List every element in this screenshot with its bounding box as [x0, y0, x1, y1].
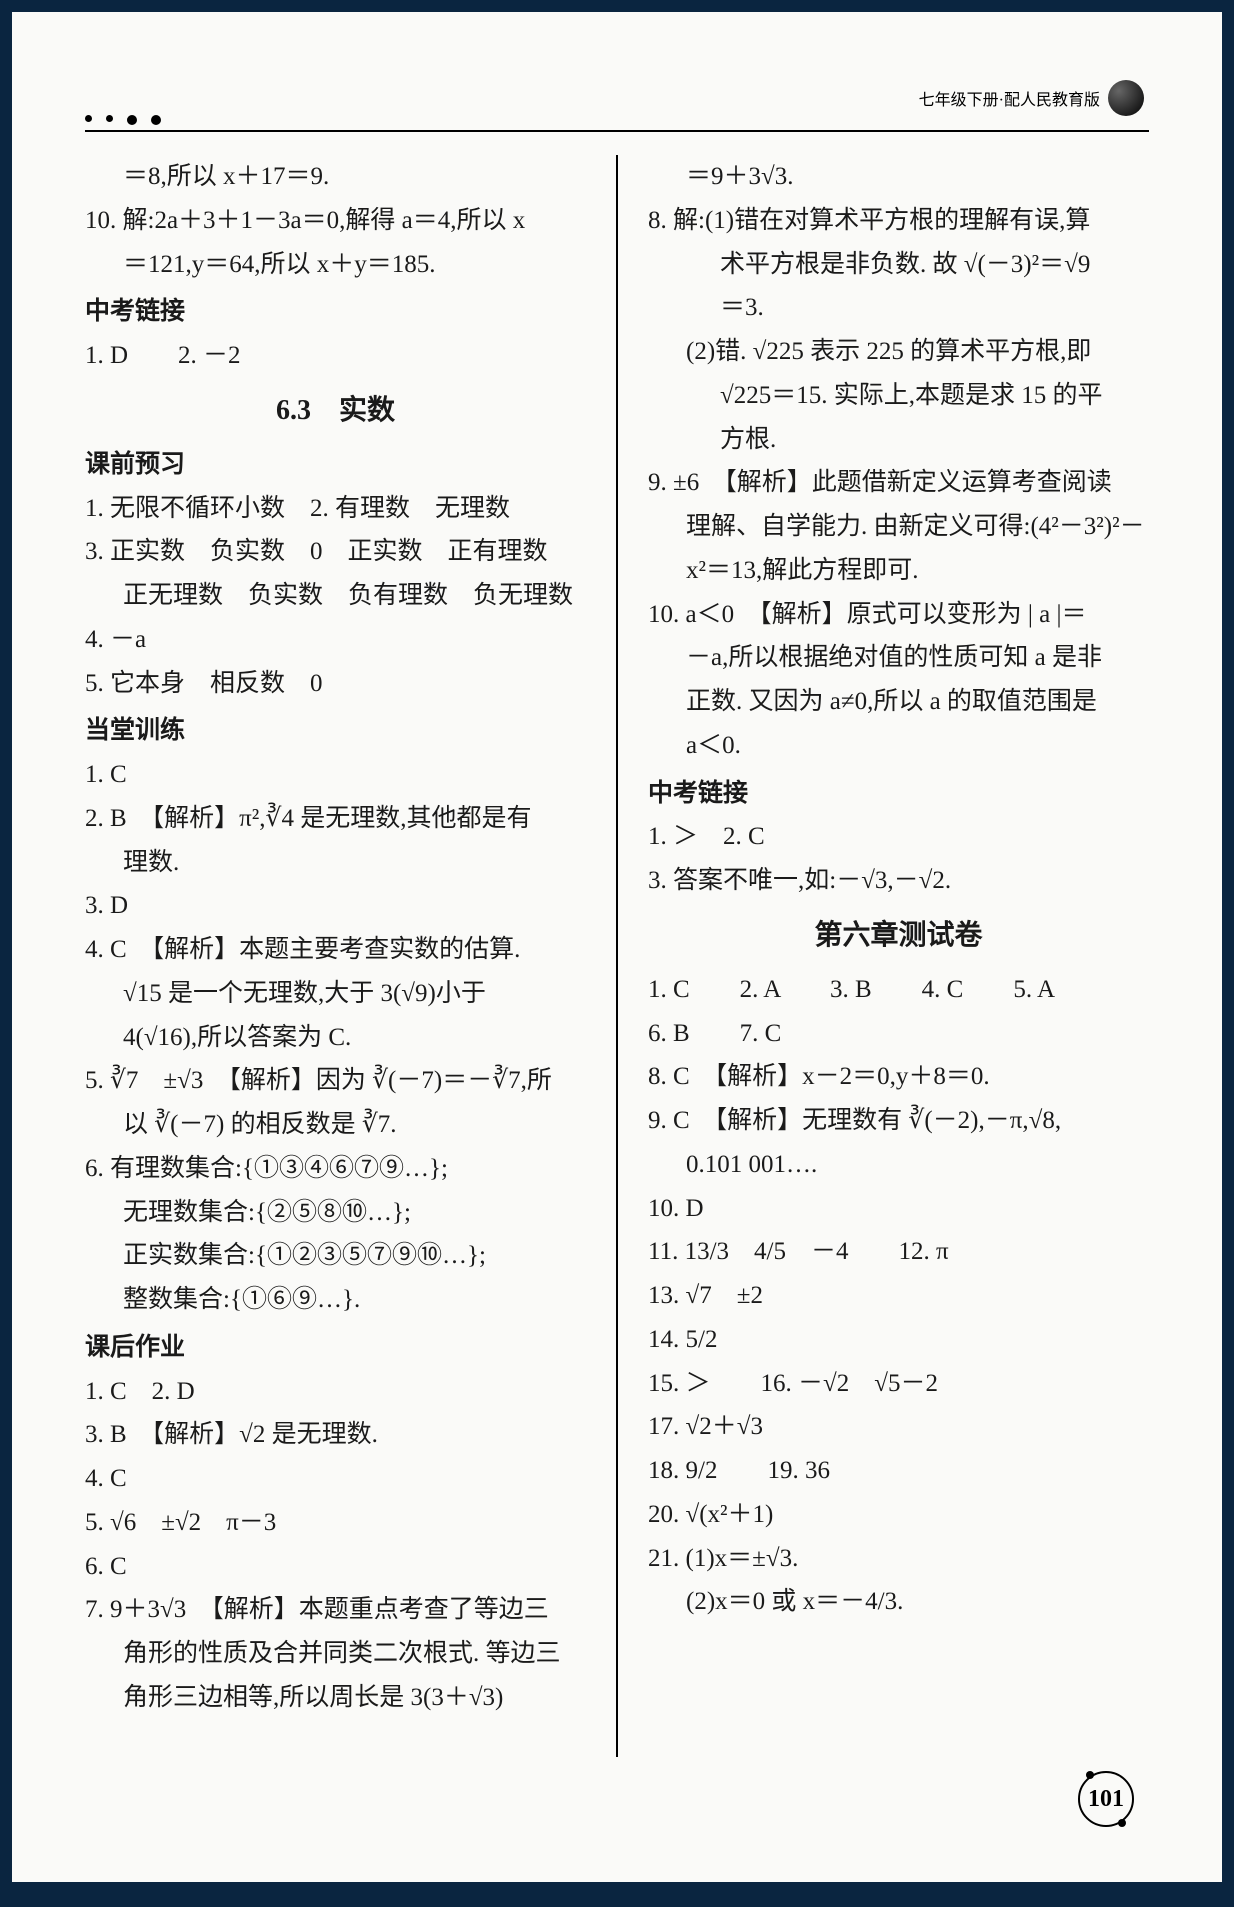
text-line: x²＝13,解此方程即可. — [648, 549, 1149, 593]
text-line: 理数. — [85, 841, 586, 885]
page-header: 七年级下册·配人民教育版 — [919, 80, 1144, 116]
text-line: 5. ∛7 ±√3 【解析】因为 ∛(－7)＝－∛7,所 — [85, 1059, 586, 1103]
text-line: 10. a＜0 【解析】原式可以变形为 | a |＝ — [648, 593, 1149, 637]
text-line: 14. 5/2 — [648, 1318, 1149, 1362]
text-line: －a,所以根据绝对值的性质可知 a 是非 — [648, 636, 1149, 680]
text-line: 0.101 001…. — [648, 1143, 1149, 1187]
text-line: 9. C 【解析】无理数有 ∛(－2),－π,√8, — [648, 1099, 1149, 1143]
left-column: ＝8,所以 x＋17＝9.10. 解:2a＋3＋1－3a＝0,解得 a＝4,所以… — [85, 155, 586, 1757]
text-line: 术平方根是非负数. 故 √(－3)²＝√9 — [648, 243, 1149, 287]
dot-icon — [85, 115, 92, 122]
text-line: 3. D — [85, 884, 586, 928]
text-line: 角形的性质及合并同类二次根式. 等边三 — [85, 1632, 586, 1676]
text-line: 无理数集合:{②⑤⑧⑩…}; — [85, 1191, 586, 1235]
text-line: 正无理数 负实数 负有理数 负无理数 — [85, 574, 586, 618]
right-column: ＝9＋3√3.8. 解:(1)错在对算术平方根的理解有误,算术平方根是非负数. … — [648, 155, 1149, 1757]
text-line: 21. (1)x＝±√3. — [648, 1537, 1149, 1581]
text-line: 课后作业 — [85, 1326, 586, 1370]
text-line: 15. ＞ 16. －√2 √5－2 — [648, 1362, 1149, 1406]
text-line: 角形三边相等,所以周长是 3(3＋√3) — [85, 1676, 586, 1720]
text-line: 1. C 2. A 3. B 4. C 5. A — [648, 968, 1149, 1012]
text-line: 6. C — [85, 1545, 586, 1589]
text-line: (2)x＝0 或 x＝－4/3. — [648, 1580, 1149, 1624]
text-line: 方根. — [648, 418, 1149, 462]
text-line: √15 是一个无理数,大于 3(√9)小于 — [85, 972, 586, 1016]
dot-icon — [106, 115, 113, 122]
text-line: 3. 正实数 负实数 0 正实数 正有理数 — [85, 530, 586, 574]
text-line: 5. 它本身 相反数 0 — [85, 662, 586, 706]
text-line: 6. 有理数集合:{①③④⑥⑦⑨…}; — [85, 1147, 586, 1191]
text-line: 20. √(x²＋1) — [648, 1493, 1149, 1537]
text-line: 1. 无限不循环小数 2. 有理数 无理数 — [85, 487, 586, 531]
text-line: 11. 13/3 4/5 －4 12. π — [648, 1230, 1149, 1274]
text-line: 2. B 【解析】π²,∛4 是无理数,其他都是有 — [85, 797, 586, 841]
text-line: 8. C 【解析】x－2＝0,y＋8＝0. — [648, 1055, 1149, 1099]
text-line: 9. ±6 【解析】此题借新定义运算考查阅读 — [648, 461, 1149, 505]
text-line: 整数集合:{①⑥⑨…}. — [85, 1278, 586, 1322]
page-number-text: 101 — [1088, 1786, 1124, 1813]
text-line: 7. 9＋3√3 【解析】本题重点考查了等边三 — [85, 1588, 586, 1632]
text-line: 10. D — [648, 1187, 1149, 1231]
text-line: 17. √2＋√3 — [648, 1405, 1149, 1449]
text-line: 4. －a — [85, 618, 586, 662]
bottom-bar — [0, 1882, 1234, 1907]
text-line: 4(√16),所以答案为 C. — [85, 1016, 586, 1060]
dot-icon — [151, 115, 161, 125]
text-line: (2)错. √225 表示 225 的算术平方根,即 — [648, 330, 1149, 374]
text-line: 以 ∛(－7) 的相反数是 ∛7. — [85, 1103, 586, 1147]
text-line: 正实数集合:{①②③⑤⑦⑨⑩…}; — [85, 1234, 586, 1278]
text-line: 1. C 2. D — [85, 1370, 586, 1414]
text-line: a＜0. — [648, 724, 1149, 768]
text-line: √225＝15. 实际上,本题是求 15 的平 — [648, 374, 1149, 418]
text-line: 课前预习 — [85, 443, 586, 487]
text-line: ＝3. — [648, 286, 1149, 330]
dot-icon — [127, 115, 137, 125]
text-line: 5. √6 ±√2 π－3 — [85, 1501, 586, 1545]
text-line: 当堂训练 — [85, 709, 586, 753]
header-title: 七年级下册·配人民教育版 — [919, 86, 1100, 110]
page-number-badge: 101 — [1078, 1771, 1134, 1827]
decorative-dots — [85, 115, 161, 125]
text-line: 18. 9/2 19. 36 — [648, 1449, 1149, 1493]
text-line: ＝8,所以 x＋17＝9. — [85, 155, 586, 199]
text-line: ＝121,y＝64,所以 x＋y＝185. — [85, 243, 586, 287]
text-line: 第六章测试卷 — [648, 911, 1149, 960]
text-line: 1. ＞ 2. C — [648, 815, 1149, 859]
column-divider — [616, 155, 618, 1757]
text-line: 6.3 实数 — [85, 386, 586, 435]
text-line: ＝9＋3√3. — [648, 155, 1149, 199]
text-line: 3. 答案不唯一,如:－√3,－√2. — [648, 859, 1149, 903]
text-line: 中考链接 — [648, 772, 1149, 816]
text-line: 10. 解:2a＋3＋1－3a＝0,解得 a＝4,所以 x — [85, 199, 586, 243]
text-line: 8. 解:(1)错在对算术平方根的理解有误,算 — [648, 199, 1149, 243]
text-line: 1. C — [85, 753, 586, 797]
content-area: ＝8,所以 x＋17＝9.10. 解:2a＋3＋1－3a＝0,解得 a＝4,所以… — [85, 155, 1149, 1757]
text-line: 正数. 又因为 a≠0,所以 a 的取值范围是 — [648, 680, 1149, 724]
header-logo-icon — [1108, 80, 1144, 116]
header-divider — [85, 130, 1149, 132]
text-line: 1. D 2. －2 — [85, 334, 586, 378]
page: 七年级下册·配人民教育版 ＝8,所以 x＋17＝9.10. 解:2a＋3＋1－3… — [0, 0, 1234, 1907]
text-line: 中考链接 — [85, 290, 586, 334]
text-line: 13. √7 ±2 — [648, 1274, 1149, 1318]
text-line: 6. B 7. C — [648, 1012, 1149, 1056]
text-line: 4. C — [85, 1457, 586, 1501]
text-line: 3. B 【解析】√2 是无理数. — [85, 1413, 586, 1457]
text-line: 4. C 【解析】本题主要考查实数的估算. — [85, 928, 586, 972]
text-line: 理解、自学能力. 由新定义可得:(4²－3²)²－ — [648, 505, 1149, 549]
